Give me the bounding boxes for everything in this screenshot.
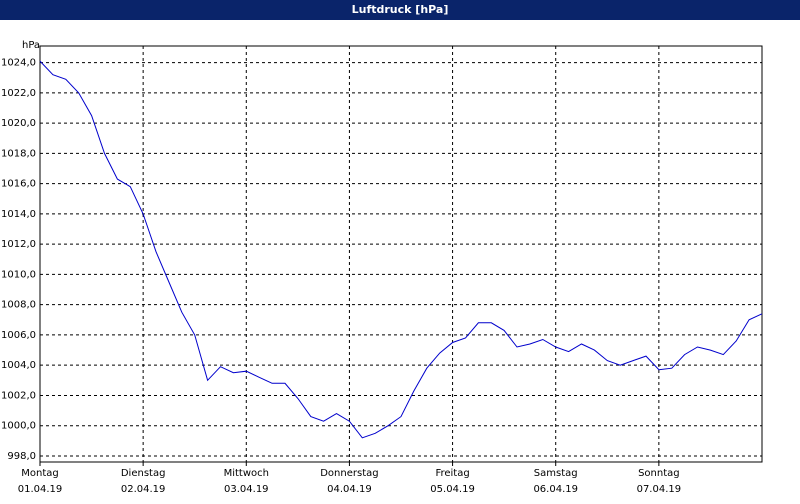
y-tick-label: 1016,0 bbox=[1, 179, 36, 190]
x-tick-date: 07.04.19 bbox=[637, 484, 682, 495]
x-tick-label: Freitag bbox=[435, 468, 469, 479]
x-tick-label: Dienstag bbox=[121, 468, 166, 479]
y-tick-label: 1020,0 bbox=[1, 118, 36, 129]
x-tick-label: Donnerstag bbox=[320, 468, 378, 479]
x-tick-date: 04.04.19 bbox=[327, 484, 372, 495]
x-tick-date: 01.04.19 bbox=[18, 484, 63, 495]
y-tick-label: 1004,0 bbox=[1, 360, 36, 371]
y-tick-label: 1022,0 bbox=[1, 88, 36, 99]
chart-title: Luftdruck [hPa] bbox=[352, 3, 449, 16]
x-tick-date: 02.04.19 bbox=[121, 484, 166, 495]
x-tick-label: Mittwoch bbox=[224, 468, 269, 479]
y-tick-label: 1014,0 bbox=[1, 209, 36, 220]
y-tick-label: 1012,0 bbox=[1, 239, 36, 250]
x-tick-label: Samstag bbox=[534, 468, 578, 479]
x-tick-label: Montag bbox=[21, 468, 58, 479]
x-tick-label: Sonntag bbox=[638, 468, 680, 479]
y-tick-label: 1006,0 bbox=[1, 330, 36, 341]
y-axis-label: hPa bbox=[22, 40, 40, 51]
data-line bbox=[39, 60, 763, 439]
y-tick-label: 1010,0 bbox=[1, 269, 36, 280]
x-tick-date: 03.04.19 bbox=[224, 484, 269, 495]
y-tick-label: 1008,0 bbox=[1, 300, 36, 311]
x-tick-date: 06.04.19 bbox=[533, 484, 578, 495]
x-tick-date: 05.04.19 bbox=[430, 484, 475, 495]
y-tick-label: 998,0 bbox=[7, 451, 36, 462]
title-bar bbox=[0, 0, 800, 20]
y-tick-label: 1018,0 bbox=[1, 148, 36, 159]
y-tick-label: 1000,0 bbox=[1, 421, 36, 432]
y-tick-label: 1002,0 bbox=[1, 390, 36, 401]
y-tick-label: 1024,0 bbox=[1, 58, 36, 69]
plot-area bbox=[39, 45, 763, 463]
